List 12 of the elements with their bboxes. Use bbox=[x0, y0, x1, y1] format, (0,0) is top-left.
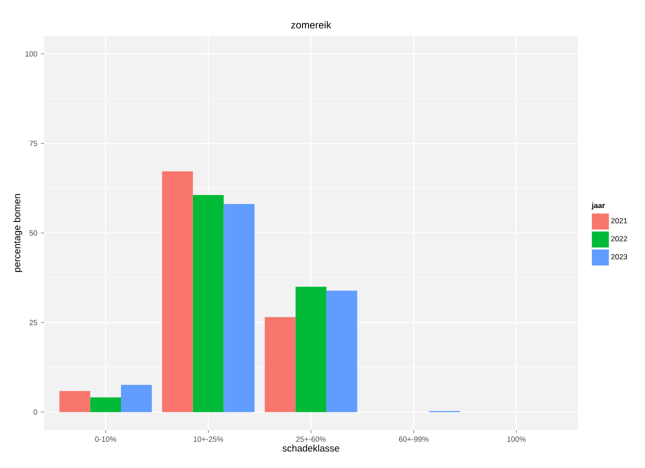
chart-title: zomereik bbox=[291, 21, 332, 28]
bar bbox=[296, 286, 326, 412]
bar bbox=[121, 384, 152, 412]
bar bbox=[162, 171, 193, 412]
y-axis-title: percentage bomen bbox=[13, 194, 22, 272]
bar bbox=[264, 317, 296, 412]
bar bbox=[224, 204, 255, 412]
bar bbox=[326, 290, 358, 412]
bar bbox=[192, 195, 224, 412]
x-axis-title: schadeklasse bbox=[282, 444, 340, 452]
bar bbox=[90, 397, 122, 412]
bar bbox=[59, 390, 90, 412]
